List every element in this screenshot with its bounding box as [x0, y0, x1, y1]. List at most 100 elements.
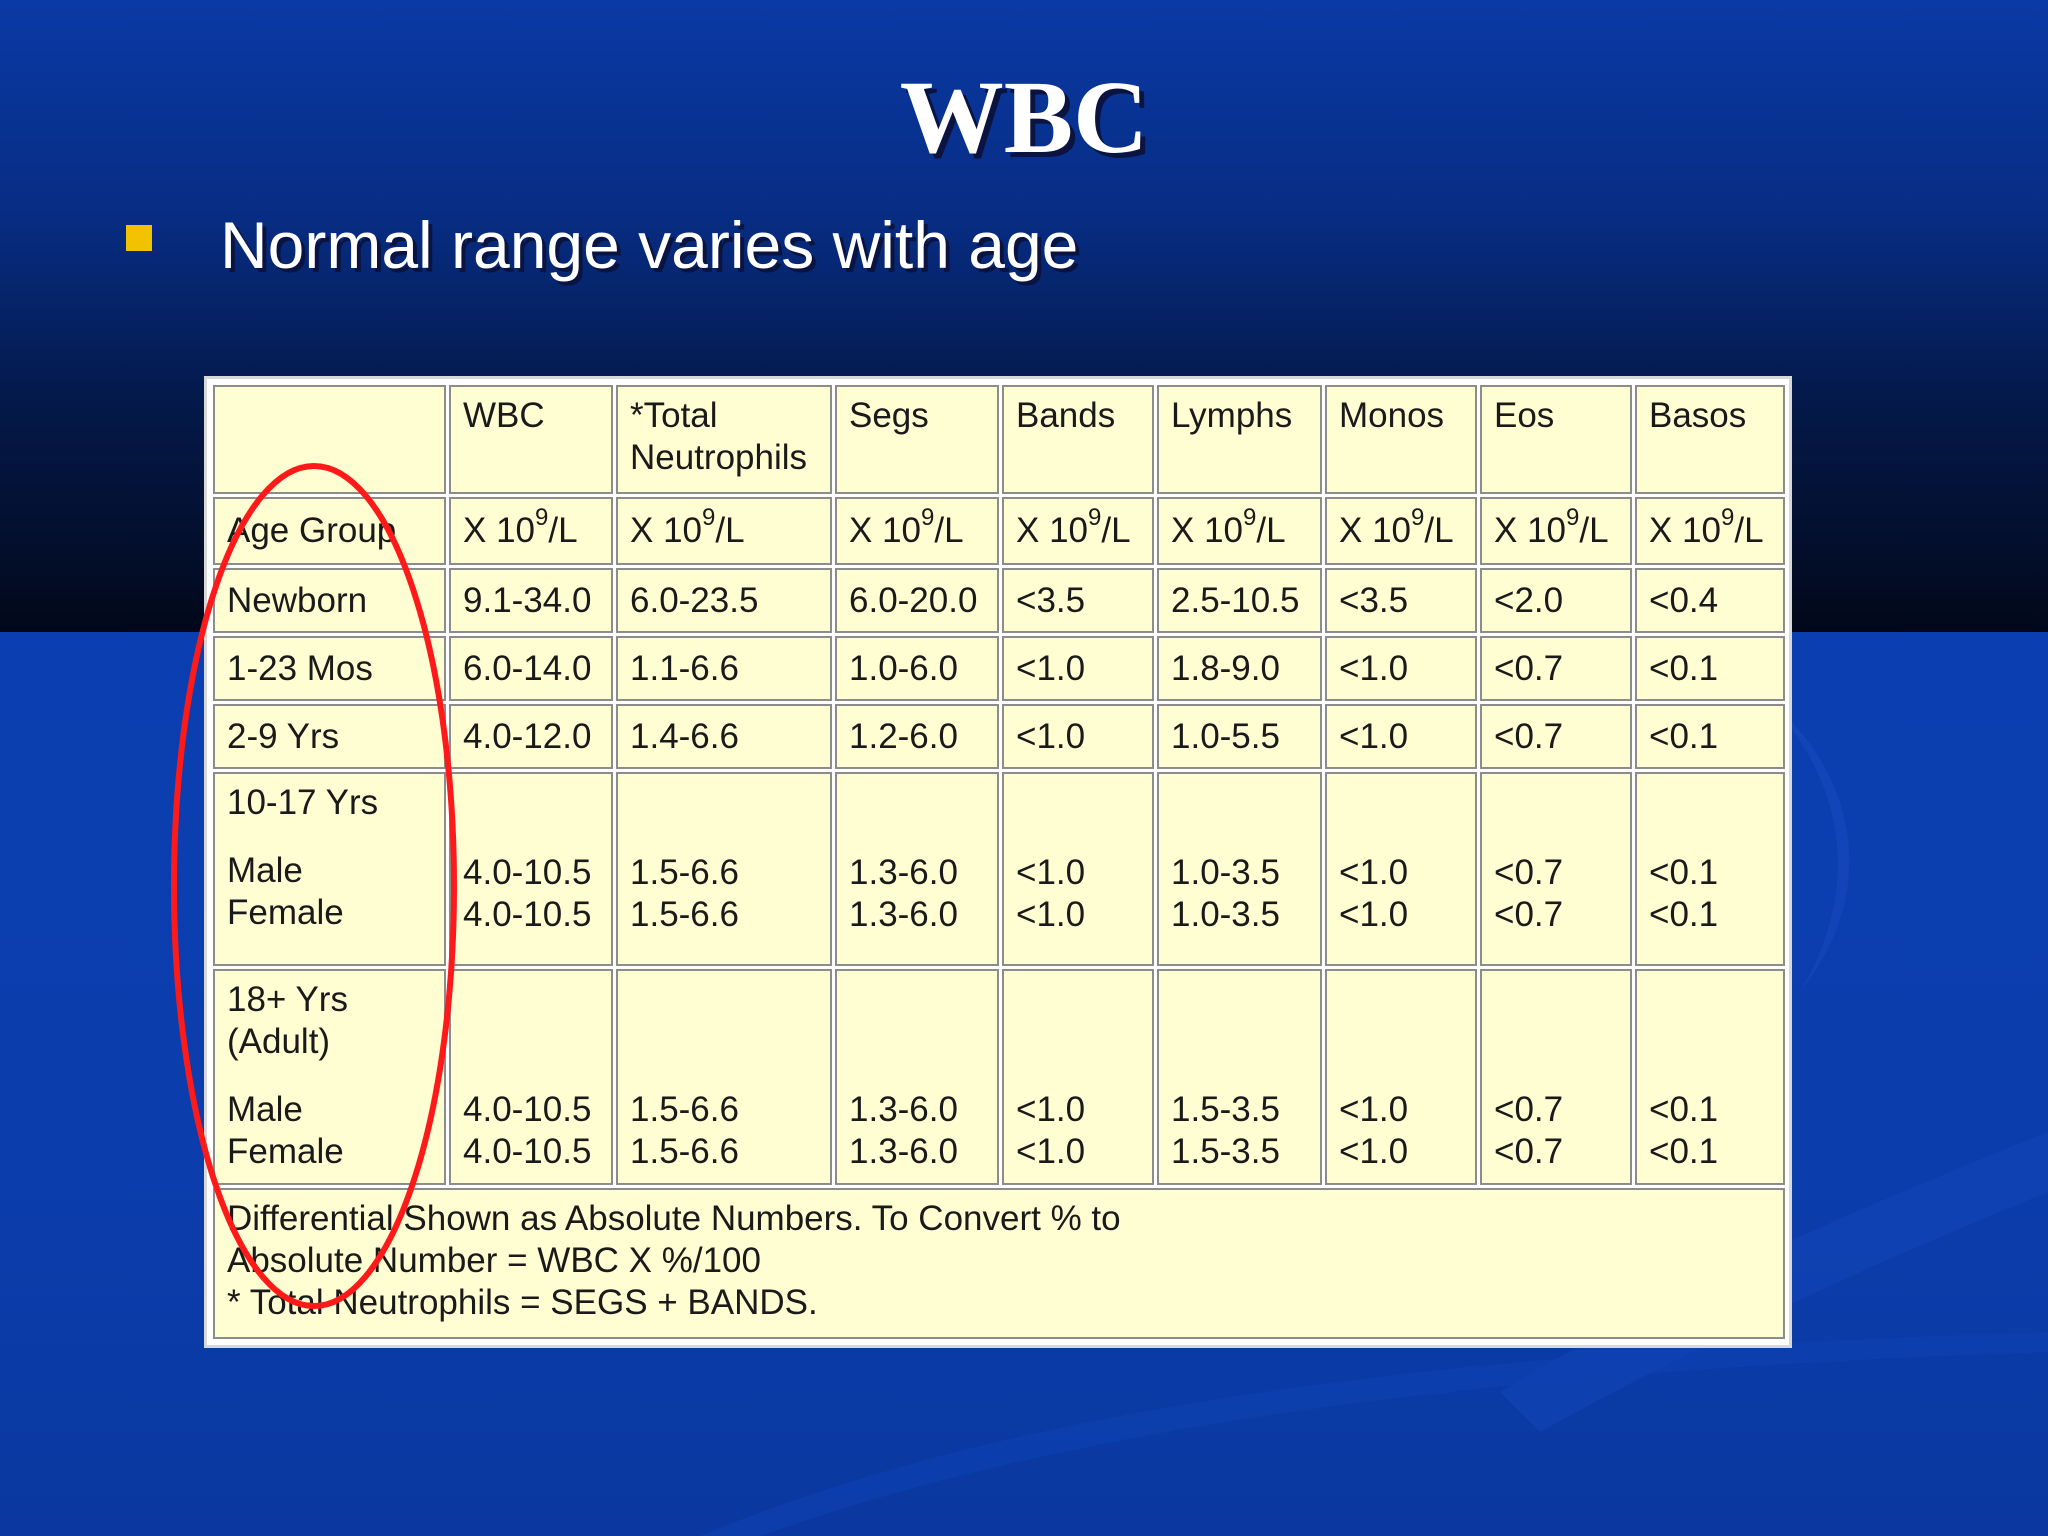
female-label: Female: [227, 1131, 344, 1171]
unit-cell: X 109/L: [1325, 496, 1477, 566]
age-group-sublabel: (Adult): [227, 1021, 331, 1061]
female-value: 1.3-6.0: [849, 1131, 958, 1171]
table-cell: <1.0 <1.0: [1002, 968, 1154, 1186]
table-cell: 6.0-20.0: [835, 568, 999, 634]
female-label: Female: [227, 893, 344, 933]
age-group-cell: 18+ Yrs (Adult) Male Female: [213, 968, 446, 1186]
table-cell: <0.4: [1635, 568, 1785, 634]
footnote-line: Differential Shown as Absolute Numbers. …: [227, 1199, 1121, 1239]
table-cell: 1.3-6.0 1.3-6.0: [835, 968, 999, 1186]
table-cell: 1.1-6.6: [616, 636, 832, 702]
male-value: 1.5-3.5: [1171, 1089, 1280, 1129]
footnote-line: Absolute Number = WBC X %/100: [227, 1241, 761, 1281]
age-group-label: 10-17 Yrs: [227, 783, 379, 823]
male-label: Male: [227, 851, 303, 891]
table-cell: 6.0-23.5: [616, 568, 832, 634]
unit-cell: X 109/L: [449, 496, 613, 566]
table-row: 2-9 Yrs 4.0-12.0 1.4-6.6 1.2-6.0 <1.0 1.…: [213, 704, 1785, 770]
male-value: <0.7: [1494, 853, 1564, 893]
male-value: 1.0-3.5: [1171, 853, 1280, 893]
table-cell: 1.3-6.0 1.3-6.0: [835, 772, 999, 966]
unit-prefix: X 10: [463, 510, 535, 550]
table-cell: <0.7 <0.7: [1480, 772, 1632, 966]
unit-exponent: 9: [1411, 504, 1425, 532]
unit-suffix: /L: [1424, 510, 1454, 550]
male-label: Male: [227, 1089, 303, 1129]
male-value: <0.1: [1649, 1089, 1719, 1129]
table-cell: <3.5: [1002, 568, 1154, 634]
header-cell: Segs: [835, 385, 999, 494]
unit-suffix: /L: [715, 510, 745, 550]
table-cell: 1.0-6.0: [835, 636, 999, 702]
female-value: 1.5-6.6: [630, 895, 739, 935]
female-value: <0.1: [1649, 1131, 1719, 1171]
unit-suffix: /L: [1734, 510, 1764, 550]
square-bullet-icon: [126, 225, 152, 251]
unit-cell: X 109/L: [1635, 496, 1785, 566]
table-cell: <1.0: [1325, 704, 1477, 770]
female-value: 1.5-3.5: [1171, 1131, 1280, 1171]
table-cell: <0.7: [1480, 636, 1632, 702]
table-cell: <1.0: [1325, 636, 1477, 702]
unit-exponent: 9: [1566, 504, 1580, 532]
table-row: 1-23 Mos 6.0-14.0 1.1-6.6 1.0-6.0 <1.0 1…: [213, 636, 1785, 702]
bullet-item: Normal range varies with age: [126, 200, 1078, 290]
table-cell: 1.0-3.5 1.0-3.5: [1157, 772, 1322, 966]
unit-exponent: 9: [702, 504, 716, 532]
unit-prefix: X 10: [1016, 510, 1088, 550]
unit-cell: X 109/L: [1157, 496, 1322, 566]
unit-prefix: X 10: [1649, 510, 1721, 550]
table-cell: 1.0-5.5: [1157, 704, 1322, 770]
table-cell: 2.5-10.5: [1157, 568, 1322, 634]
header-cell: WBC: [449, 385, 613, 494]
female-value: 4.0-10.5: [463, 1131, 592, 1171]
table-cell: 1.5-6.6 1.5-6.6: [616, 968, 832, 1186]
male-value: <1.0: [1016, 1089, 1086, 1129]
female-value: <1.0: [1339, 1131, 1409, 1171]
table-cell: 6.0-14.0: [449, 636, 613, 702]
table-cell: 4.0-10.5 4.0-10.5: [449, 968, 613, 1186]
male-value: <0.7: [1494, 1089, 1564, 1129]
table-cell: 1.2-6.0: [835, 704, 999, 770]
male-value: 1.3-6.0: [849, 853, 958, 893]
table-cell: <1.0: [1002, 704, 1154, 770]
female-value: <0.7: [1494, 1131, 1564, 1171]
table-cell: 9.1-34.0: [449, 568, 613, 634]
table-unit-row: Age Group X 109/L X 109/L X 109/L X 109/…: [213, 496, 1785, 566]
female-value: 4.0-10.5: [463, 895, 592, 935]
bullet-text: Normal range varies with age: [220, 208, 1079, 282]
female-value: <1.0: [1016, 1131, 1086, 1171]
unit-prefix: X 10: [1339, 510, 1411, 550]
table-cell: <0.7: [1480, 704, 1632, 770]
female-value: <0.7: [1494, 895, 1564, 935]
table-row-adult: 18+ Yrs (Adult) Male Female 4.0-10.5 4.0-…: [213, 968, 1785, 1186]
table-row-teen: 10-17 Yrs Male Female 4.0-10.5 4.0-10.5 1…: [213, 772, 1785, 966]
age-group-cell: 2-9 Yrs: [213, 704, 446, 770]
unit-cell: X 109/L: [1480, 496, 1632, 566]
male-value: 4.0-10.5: [463, 1089, 592, 1129]
male-value: 4.0-10.5: [463, 853, 592, 893]
header-cell: [213, 385, 446, 494]
unit-prefix: X 10: [630, 510, 702, 550]
table-cell: <3.5: [1325, 568, 1477, 634]
header-cell: Basos: [1635, 385, 1785, 494]
table-cell: 1.4-6.6: [616, 704, 832, 770]
table-cell: <1.0 <1.0: [1002, 772, 1154, 966]
unit-suffix: /L: [548, 510, 578, 550]
header-cell: Lymphs: [1157, 385, 1322, 494]
slide-title: WBC: [899, 60, 1149, 175]
unit-suffix: /L: [1256, 510, 1286, 550]
header-cell: Bands: [1002, 385, 1154, 494]
table-cell: <1.0: [1002, 636, 1154, 702]
unit-suffix: /L: [934, 510, 964, 550]
table-cell: <0.1: [1635, 636, 1785, 702]
unit-suffix: /L: [1101, 510, 1131, 550]
wbc-reference-table: WBC *Total Neutrophils Segs Bands Lymphs…: [204, 376, 1792, 1348]
male-value: 1.3-6.0: [849, 1089, 958, 1129]
unit-exponent: 9: [535, 504, 549, 532]
table-cell: <0.1 <0.1: [1635, 968, 1785, 1186]
table-cell: 1.8-9.0: [1157, 636, 1322, 702]
header-cell: *Total Neutrophils: [616, 385, 832, 494]
female-value: <0.1: [1649, 895, 1719, 935]
unit-cell: X 109/L: [1002, 496, 1154, 566]
